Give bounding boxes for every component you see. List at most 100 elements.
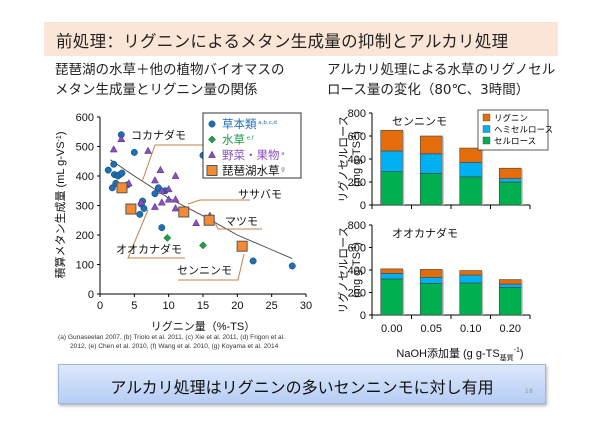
data-point-circle [288, 262, 296, 270]
scatter-y-tick-label: 500 [76, 142, 94, 154]
bar-segment [498, 283, 522, 288]
callout-label: ササバモ [238, 188, 282, 201]
scatter-x-tick-label: 25 [266, 300, 278, 312]
data-point-circle [249, 257, 257, 265]
bar-segment [498, 167, 522, 179]
bar-x-tick-label: 0.05 [421, 323, 442, 335]
data-point-square [236, 240, 248, 252]
data-point-triangle [151, 176, 159, 184]
bar-y-tick-label: 200 [348, 177, 366, 189]
data-point-diamond [208, 135, 216, 144]
data-point-circle [118, 169, 126, 177]
right-heading: アルカリ処理による水草のリグノセル ロース量の変化（80℃、3時間） [327, 60, 555, 100]
bar-segment [498, 181, 522, 206]
data-point-circle [158, 224, 166, 232]
references: (a) Gunaseelan 2007, (b) Triolo et al. 2… [58, 333, 285, 351]
data-point-circle [104, 166, 112, 174]
scatter-legend-label: 水草 e,f [222, 133, 255, 147]
data-point-circle [208, 120, 216, 128]
bar-legend-label: ヘミセルロース [494, 126, 553, 136]
reference-line-2: 2012, (e) Chen et al. 2010, (f) Wang et … [70, 343, 279, 350]
scatter-y-tick-label: 300 [76, 201, 94, 213]
bar-shadow [402, 131, 405, 205]
data-point-triangle [192, 218, 201, 227]
scatter-x-tick-label: 20 [231, 300, 243, 312]
bar-y-tick-label: 400 [348, 265, 366, 277]
scatter-legend-label: 琵琶湖水草 g [222, 164, 285, 178]
bar-segment [380, 129, 404, 152]
bar-y-label: リグノセルロース [336, 115, 350, 202]
bar-x-tick-label: 0.10 [460, 323, 481, 335]
reference-line-1: (a) Gunaseelan 2007, (b) Triolo et al. 2… [58, 334, 285, 341]
bar-shadow [481, 271, 484, 315]
data-point-triangle [171, 195, 180, 203]
bar-y-tick-label: 400 [348, 154, 366, 166]
data-point-circle [130, 148, 138, 156]
scatter-y-tick-label: 0 [88, 289, 94, 301]
scatter-legend-label: 野菜・果物 a [222, 148, 285, 162]
bar-x-tick-label: 0.20 [500, 323, 521, 335]
callout-label: センニンモ [177, 264, 232, 277]
callout-line [187, 199, 250, 205]
data-point-square [178, 206, 190, 218]
bar-shadow [481, 149, 484, 205]
bar-y-tick-label: 0 [360, 200, 366, 212]
bar-segment [380, 268, 404, 274]
bar-legend-swatch [482, 136, 491, 145]
bar-chart-ookanadamo: 0 200 400 600 800 0.00 0.05 0.10 0.20 オオカナダモ リグノセル… [336, 220, 531, 335]
bar-segment [380, 278, 404, 316]
bar-segment [380, 171, 404, 206]
data-point-square [203, 214, 215, 226]
bar-segment [459, 270, 483, 276]
callout-label: コカナダモ [131, 128, 186, 142]
conclusion-box: アルカリ処理はリグニンの多いセンニンモに対し有用 18 [58, 364, 546, 404]
bar-legend-swatch [482, 113, 491, 122]
data-point-circle [140, 205, 148, 212]
bar-shadow [442, 270, 444, 315]
data-point-triangle [157, 198, 166, 206]
bar-shadow [521, 169, 523, 205]
scatter-legend-label: 草本類 a,b,c,d [222, 117, 277, 131]
bar-y-tick-label: 600 [348, 131, 366, 143]
scatter-trendline [110, 159, 293, 260]
left-heading: 琵琶湖の水草＋他の植物バイオマスの メタン生成量とリグニン量の関係 [55, 60, 285, 100]
data-point-square [125, 203, 137, 215]
bar-segment [498, 178, 522, 183]
slide-title-bar: 前処理：リグニンによるメタン生成量の抑制とアルカリ処理 [44, 22, 558, 56]
data-point-triangle [117, 134, 126, 142]
bar-segment [380, 273, 404, 280]
data-point-diamond [199, 241, 207, 250]
data-point-triangle [171, 171, 180, 179]
bar-x-label: NaOH添加量 (g g-TS基質-1) [396, 346, 523, 362]
bar-segment [419, 173, 443, 206]
left-heading-line-1: 琵琶湖の水草＋他の植物バイオマスの [55, 62, 285, 78]
conclusion-text: アルカリ処理はリグニンの多いセンニンモに対し有用 [110, 378, 494, 397]
bar-segment [419, 135, 443, 155]
scatter-y-tick-label: 100 [76, 260, 94, 272]
data-point-circle [136, 210, 144, 218]
bar-shadow [442, 137, 444, 205]
bar-segment [459, 162, 483, 178]
data-point-triangle [171, 204, 180, 212]
bar-chart-title: センニンモ [392, 115, 447, 128]
scatter-y-tick-label: 400 [76, 171, 94, 183]
scatter-legend: 草本類 a,b,c,d 水草 e,f野菜・果物 a 琵琶湖水草 g [202, 112, 302, 179]
bar-chart-title: オオカナダモ [392, 226, 458, 240]
bar-y-unit: (mg g-TS-1) [351, 131, 363, 187]
bar-segment [459, 282, 483, 316]
data-point-triangle [144, 146, 152, 154]
bar-segment [498, 279, 522, 285]
callout-label: マツモ [225, 215, 258, 228]
bar-segment [459, 274, 483, 284]
scatter-x-label: リグニン量（%-TS） [151, 319, 256, 333]
data-point-triangle [164, 184, 173, 193]
callout-line [127, 209, 185, 259]
callout-label: オオカナダモ [116, 242, 182, 256]
bar-segment [459, 176, 483, 206]
scatter-y-label: 積算メタン生成量 (mL g-VS-1) [53, 131, 67, 278]
data-point-triangle [109, 145, 118, 153]
